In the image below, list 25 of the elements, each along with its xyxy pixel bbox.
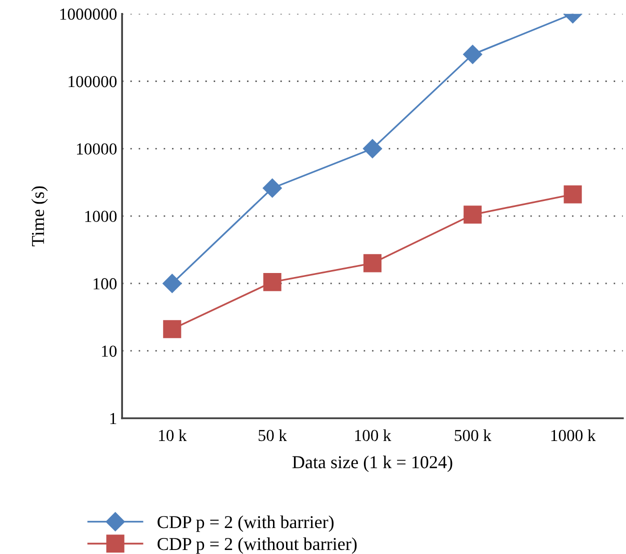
y-tick-label: 10000 [77, 143, 117, 155]
y-axis-title: Time (s) [31, 186, 48, 246]
point [464, 206, 482, 224]
x-axis-title: Data size (1 k = 1024) [292, 456, 452, 472]
point [262, 178, 282, 198]
point [362, 139, 382, 158]
x-tick-label: 50 k [258, 429, 287, 442]
y-tick-label: 10 [102, 346, 117, 357]
point [463, 44, 482, 64]
y-tick-label: 100 [94, 278, 117, 290]
legend-label: CDP p = 2 (without barrier) [158, 537, 357, 554]
point [564, 185, 582, 204]
y-tick-label: 1000 [85, 210, 117, 222]
legend-label: CDP p = 2 (with barrier) [158, 516, 334, 532]
point [162, 274, 182, 293]
point [263, 273, 282, 292]
x-tick-label: 100 k [355, 429, 392, 442]
x-tick-label: 10 k [159, 429, 187, 442]
y-tick-label: 1 [110, 413, 116, 424]
x-tick-label: 500 k [454, 429, 492, 442]
y-tick-label: 100000 [68, 76, 117, 88]
point [363, 254, 382, 272]
point [163, 320, 182, 338]
y-tick-label: 1000000 [60, 8, 117, 20]
x-tick-label: 1000 k [551, 429, 596, 442]
